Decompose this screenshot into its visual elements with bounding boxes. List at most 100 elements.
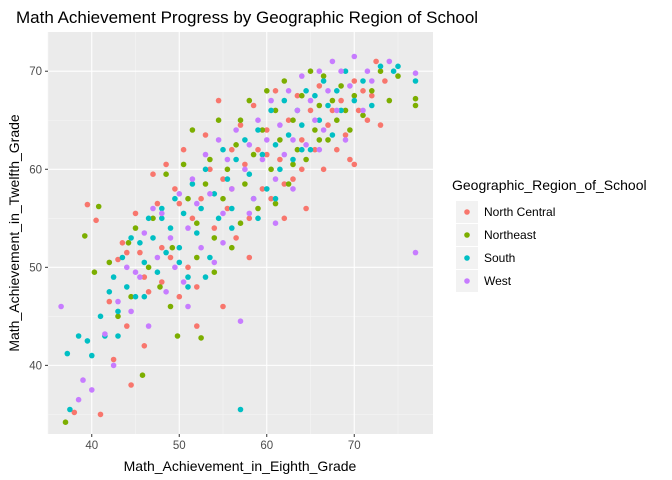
point-south bbox=[211, 191, 218, 197]
point-northeast bbox=[281, 78, 288, 84]
point-south bbox=[189, 181, 196, 187]
point-west bbox=[220, 210, 226, 217]
point-north-central bbox=[255, 146, 261, 153]
legend-label-south: South bbox=[484, 251, 515, 265]
point-south bbox=[299, 122, 305, 128]
point-west bbox=[255, 117, 261, 123]
point-north-central bbox=[264, 127, 270, 133]
point-south bbox=[242, 137, 248, 143]
point-north-central bbox=[141, 343, 148, 349]
point-north-central bbox=[137, 249, 143, 256]
point-northeast bbox=[163, 171, 169, 177]
point-west bbox=[250, 195, 257, 202]
point-northeast bbox=[224, 166, 231, 173]
point-north-central bbox=[347, 156, 353, 163]
point-south bbox=[215, 215, 222, 222]
point-north-central bbox=[167, 254, 174, 261]
point-south bbox=[329, 132, 336, 138]
y-tick-label: 40 bbox=[29, 360, 42, 372]
legend-title: Geographic_Region_of_School bbox=[452, 177, 647, 193]
point-northeast bbox=[369, 88, 375, 94]
point-south bbox=[97, 313, 104, 320]
x-tick-label: 50 bbox=[173, 440, 186, 452]
point-west bbox=[307, 97, 314, 104]
point-west bbox=[124, 264, 130, 271]
point-south bbox=[259, 151, 266, 158]
point-west bbox=[233, 127, 239, 133]
point-north-central bbox=[355, 107, 362, 114]
point-north-central bbox=[145, 289, 152, 295]
point-north-central bbox=[299, 166, 305, 173]
point-west bbox=[89, 387, 95, 393]
point-north-central bbox=[312, 146, 318, 153]
point-north-central bbox=[115, 256, 121, 263]
point-south bbox=[194, 230, 200, 236]
point-south bbox=[185, 284, 191, 290]
legend-label-northeast: Northeast bbox=[484, 228, 537, 242]
point-northeast bbox=[360, 112, 366, 119]
point-west bbox=[237, 318, 244, 325]
point-north-central bbox=[211, 225, 218, 231]
point-north-central bbox=[373, 58, 379, 65]
point-northeast bbox=[290, 117, 296, 123]
point-north-central bbox=[242, 161, 248, 168]
point-west bbox=[198, 244, 204, 251]
point-north-central bbox=[224, 205, 231, 212]
point-south bbox=[159, 205, 165, 212]
point-north-central bbox=[281, 215, 288, 222]
legend-key-northeast bbox=[464, 232, 470, 238]
point-northeast bbox=[132, 225, 139, 231]
point-south bbox=[207, 254, 213, 261]
x-tick-label: 60 bbox=[260, 440, 273, 452]
point-northeast bbox=[82, 233, 88, 239]
point-south bbox=[141, 259, 148, 266]
point-north-central bbox=[377, 122, 384, 128]
point-west bbox=[58, 303, 64, 310]
point-west bbox=[128, 308, 134, 315]
legend-key-west bbox=[464, 278, 470, 284]
point-north-central bbox=[369, 92, 375, 99]
point-north-central bbox=[237, 122, 244, 128]
point-north-central bbox=[106, 298, 113, 305]
point-north-central bbox=[316, 83, 323, 89]
point-west bbox=[211, 259, 218, 266]
point-northeast bbox=[259, 127, 266, 133]
point-northeast bbox=[334, 117, 340, 123]
point-north-central bbox=[220, 176, 226, 182]
point-west bbox=[242, 166, 248, 173]
point-south bbox=[224, 176, 231, 182]
point-south bbox=[312, 92, 318, 99]
point-north-central bbox=[277, 156, 283, 163]
point-west bbox=[386, 58, 393, 65]
point-west bbox=[137, 274, 143, 280]
point-west bbox=[294, 107, 301, 114]
point-north-central bbox=[150, 171, 156, 177]
point-north-central bbox=[250, 102, 257, 109]
point-south bbox=[128, 235, 134, 241]
point-northeast bbox=[412, 102, 419, 109]
point-south bbox=[255, 215, 261, 222]
point-west bbox=[369, 78, 375, 84]
point-west bbox=[338, 68, 344, 74]
data-points bbox=[58, 53, 419, 426]
point-northeast bbox=[189, 127, 196, 133]
point-north-central bbox=[124, 323, 130, 329]
point-west bbox=[412, 249, 419, 256]
point-west bbox=[150, 205, 156, 212]
point-north-central bbox=[268, 195, 274, 202]
point-west bbox=[141, 230, 148, 236]
point-west bbox=[154, 254, 161, 261]
point-south bbox=[412, 78, 419, 84]
chart-title: Math Achievement Progress by Geographic … bbox=[16, 8, 478, 27]
point-south bbox=[75, 333, 82, 339]
point-south bbox=[124, 284, 130, 290]
point-northeast bbox=[215, 117, 222, 123]
point-northeast bbox=[307, 68, 314, 74]
point-north-central bbox=[141, 274, 148, 280]
point-northeast bbox=[272, 200, 279, 207]
point-south bbox=[307, 146, 314, 153]
point-north-central bbox=[132, 210, 139, 217]
point-west bbox=[167, 235, 174, 241]
point-northeast bbox=[412, 95, 419, 102]
